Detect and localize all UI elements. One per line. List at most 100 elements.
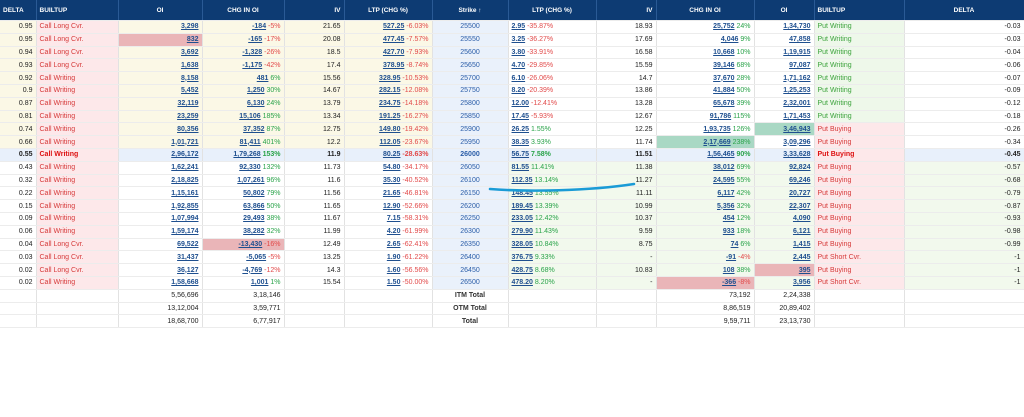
call-ltp-value[interactable]: 1.60	[386, 266, 401, 274]
put-chg-oi-value[interactable]: -366	[722, 279, 737, 287]
put-ltp[interactable]: 8.20 -20.39%	[508, 84, 597, 98]
strike-price[interactable]: 26200	[432, 199, 509, 213]
call-ltp-value[interactable]: 80.25	[382, 151, 401, 159]
call-ltp-value[interactable]: 4.20	[386, 228, 401, 236]
call-ltp[interactable]: 427.70 -7.93%	[344, 46, 433, 60]
put-chg-oi-value[interactable]: 1,56,465	[707, 151, 735, 159]
call-chg-oi-value[interactable]: 1,250	[247, 87, 265, 95]
col-oi-call[interactable]: OI	[118, 0, 203, 21]
call-ltp[interactable]: 80.25 -28.63%	[344, 148, 433, 162]
call-ltp[interactable]: 21.65 -46.81%	[344, 186, 433, 201]
put-ltp-value[interactable]: 148.45	[511, 189, 533, 197]
put-oi[interactable]: 47,858	[754, 33, 815, 47]
call-oi-value[interactable]: 1,58,668	[171, 279, 199, 287]
put-oi-value[interactable]: 3,956	[792, 279, 811, 287]
call-chg-oi[interactable]: 63,866 50%	[202, 199, 285, 213]
table-row[interactable]: 0.32 Call Writing 2,18,825 1,07,261 96% 11.6…	[0, 174, 1024, 188]
col-iv-put[interactable]: IV	[596, 0, 657, 21]
table-row[interactable]: 0.43 Call Writing 1,62,241 92,330 132% 11.73…	[0, 161, 1024, 175]
call-oi-value[interactable]: 1,638	[180, 61, 199, 69]
put-chg-oi[interactable]: 108 38%	[656, 263, 755, 277]
put-ltp[interactable]: 56.75 7.58%	[508, 148, 597, 162]
table-row[interactable]: 0.02 Call Long Cvr. 36,127 -4,769 -12% 14.3 1…	[0, 263, 1024, 277]
col-ltp-call[interactable]: LTP (CHG %)	[344, 0, 433, 21]
col-builtup-put[interactable]: BUILTUP	[814, 0, 905, 21]
put-oi[interactable]: 1,25,253	[754, 84, 815, 98]
put-ltp[interactable]: 233.05 12.42%	[508, 212, 597, 226]
strike-price[interactable]: 25750	[432, 84, 509, 98]
put-oi-value[interactable]: 6,121	[792, 228, 811, 236]
put-ltp[interactable]: 38.35 3.93%	[508, 135, 597, 149]
put-oi-value[interactable]: 69,246	[789, 176, 811, 184]
call-ltp[interactable]: 2.65 -62.41%	[344, 238, 433, 252]
put-oi-value[interactable]: 395	[798, 266, 811, 274]
put-chg-oi[interactable]: 74 6%	[656, 238, 755, 252]
put-ltp[interactable]: 6.10 -26.06%	[508, 71, 597, 85]
call-chg-oi[interactable]: 15,106 185%	[202, 110, 285, 124]
call-ltp[interactable]: 112.05 -23.67%	[344, 135, 433, 149]
call-chg-oi[interactable]: 29,493 38%	[202, 212, 285, 226]
put-ltp-value[interactable]: 189.45	[511, 202, 533, 210]
put-ltp[interactable]: 4.70 -29.85%	[508, 58, 597, 73]
put-chg-oi[interactable]: 933 18%	[656, 225, 755, 239]
put-chg-oi-value[interactable]: 1,93,735	[703, 125, 731, 133]
put-oi[interactable]: 2,32,001	[754, 97, 815, 111]
call-oi-value[interactable]: 1,01,721	[171, 138, 199, 146]
put-oi[interactable]: 20,727	[754, 186, 815, 201]
call-chg-oi[interactable]: 1,001 1%	[202, 276, 285, 290]
put-chg-oi[interactable]: 25,752 24%	[656, 20, 755, 34]
put-ltp[interactable]: 189.45 13.39%	[508, 199, 597, 213]
call-ltp-value[interactable]: 527.25	[382, 23, 405, 31]
put-oi-value[interactable]: 47,858	[789, 36, 811, 44]
call-oi-value[interactable]: 31,437	[177, 253, 199, 261]
put-chg-oi[interactable]: 2,17,669 238%	[656, 135, 755, 149]
call-oi[interactable]: 8,158	[118, 71, 203, 85]
call-oi-value[interactable]: 1,59,174	[171, 228, 199, 236]
call-chg-oi-value[interactable]: 29,493	[243, 215, 265, 223]
put-chg-oi-value[interactable]: 74	[730, 240, 739, 248]
table-row[interactable]: 0.95 Call Long Cvr. 832 -165 -17% 20.08 477.4…	[0, 33, 1024, 47]
call-chg-oi-value[interactable]: 63,866	[243, 202, 265, 210]
call-oi-value[interactable]: 2,18,825	[171, 176, 199, 184]
call-ltp-value[interactable]: 191.25	[379, 112, 401, 120]
put-oi-value[interactable]: 3,33,628	[783, 151, 811, 159]
call-chg-oi[interactable]: -4,769 -12%	[202, 263, 285, 277]
call-oi[interactable]: 69,522	[118, 238, 203, 252]
call-chg-oi[interactable]: 1,250 30%	[202, 84, 285, 98]
call-oi-value[interactable]: 8,158	[180, 74, 199, 82]
put-oi[interactable]: 1,71,162	[754, 71, 815, 85]
put-chg-oi[interactable]: 1,93,735 126%	[656, 122, 755, 137]
call-oi-value[interactable]: 36,127	[177, 266, 199, 274]
strike-price[interactable]: 25850	[432, 110, 509, 124]
put-chg-oi[interactable]: -91 -4%	[656, 250, 755, 265]
call-oi-value[interactable]: 5,452	[180, 87, 199, 95]
put-chg-oi[interactable]: 91,786 115%	[656, 110, 755, 124]
call-chg-oi-value[interactable]: 6,130	[247, 100, 265, 108]
call-chg-oi-value[interactable]: 1,79,268	[233, 151, 261, 159]
table-row[interactable]: 0.81 Call Writing 23,259 15,106 185% 13.34 19…	[0, 110, 1024, 124]
put-ltp[interactable]: 12.00 -12.41%	[508, 97, 597, 111]
call-chg-oi[interactable]: 1,07,261 96%	[202, 174, 285, 188]
table-row[interactable]: 0.22 Call Writing 1,15,161 50,802 79% 11.56 2…	[0, 186, 1024, 201]
call-chg-oi-value[interactable]: 50,802	[243, 189, 265, 197]
call-chg-oi[interactable]: 6,130 24%	[202, 97, 285, 111]
put-chg-oi-value[interactable]: 39,146	[713, 61, 735, 69]
put-chg-oi-value[interactable]: -91	[725, 253, 737, 261]
call-oi-value[interactable]: 80,356	[177, 125, 199, 133]
call-chg-oi-value[interactable]: -184	[252, 23, 267, 31]
put-chg-oi-value[interactable]: 2,17,669	[703, 138, 731, 146]
strike-price[interactable]: 26300	[432, 225, 509, 239]
strike-price[interactable]: 26000	[432, 148, 509, 162]
table-row[interactable]: 0.55 Call Writing 2,96,172 1,79,268 153% 11.…	[0, 148, 1024, 162]
call-ltp[interactable]: 527.25 -6.03%	[344, 20, 433, 34]
table-row[interactable]: 0.92 Call Writing 8,158 481 6% 15.56 328.95 -…	[0, 71, 1024, 85]
put-chg-oi-value[interactable]: 4,046	[720, 36, 739, 44]
put-chg-oi-value[interactable]: 454	[722, 215, 735, 223]
put-ltp-value[interactable]: 26.25	[511, 125, 530, 133]
table-row[interactable]: 0.74 Call Writing 80,356 37,352 87% 12.75 149…	[0, 122, 1024, 137]
put-oi-value[interactable]: 2,445	[792, 253, 811, 261]
call-chg-oi[interactable]: 481 6%	[202, 71, 285, 85]
put-ltp-value[interactable]: 12.00	[511, 100, 530, 108]
put-chg-oi[interactable]: 5,356 32%	[656, 199, 755, 213]
put-oi[interactable]: 3,46,943	[754, 122, 815, 137]
